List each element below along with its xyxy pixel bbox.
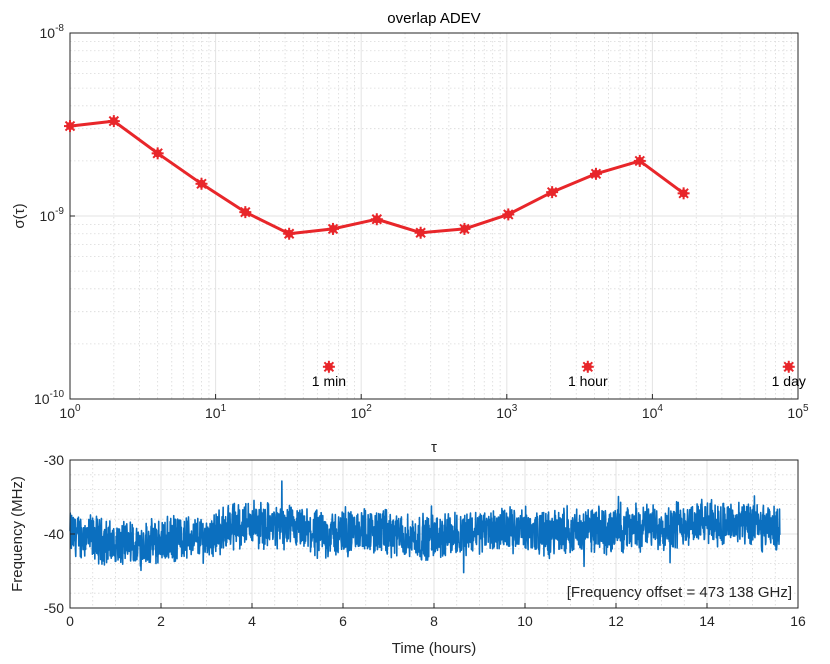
adev-data-point: [283, 227, 296, 240]
adev-y-tick-label: 10-8: [40, 23, 65, 41]
frequency-series: [69, 480, 781, 574]
adev-data-point: [502, 208, 515, 221]
frequency-y-tick-label: -50: [44, 600, 64, 616]
adev-annotation-marker: [782, 360, 795, 373]
frequency-offset-annotation: [Frequency offset = 473 138 GHz]: [567, 584, 792, 601]
adev-chart: 100 101 102 103 104 105 10-10 10-9 10-8 1 min 1 h…: [11, 10, 809, 456]
adev-series: [64, 115, 690, 240]
adev-x-tick-label: 101: [205, 403, 227, 421]
adev-data-point: [414, 226, 427, 239]
frequency-x-tick-label: 8: [430, 613, 438, 629]
adev-data-point: [546, 186, 559, 199]
adev-annotation-label: 1 day: [772, 373, 806, 389]
frequency-x-tick-label: 12: [608, 613, 624, 629]
adev-annotation-label: 1 hour: [568, 373, 608, 389]
frequency-y-tick-label: -30: [44, 452, 64, 468]
adev-y-tick-label: 10-9: [40, 206, 65, 224]
adev-annotation-label: 1 min: [312, 373, 346, 389]
adev-y-tick-label: 10-10: [34, 389, 64, 407]
adev-x-axis-label: τ: [431, 439, 437, 456]
adev-x-tick-label: 102: [351, 403, 373, 421]
adev-data-point: [151, 147, 164, 160]
adev-annotation-marker: [581, 360, 594, 373]
adev-annotation-marker: [322, 360, 335, 373]
adev-y-axis-label: σ(τ): [11, 203, 28, 228]
frequency-x-tick-label: 2: [157, 613, 165, 629]
adev-x-tick-label: 105: [787, 403, 809, 421]
adev-x-tick-label: 100: [59, 403, 81, 421]
adev-title: overlap ADEV: [387, 10, 480, 27]
frequency-x-tick-label: 16: [790, 613, 806, 629]
frequency-series-line: [69, 480, 781, 574]
frequency-x-tick-label: 0: [66, 613, 74, 629]
frequency-chart: 0 2 4 6 8 10 12 14 16 -30 -40 -50 [Frequency offset…: [9, 452, 806, 657]
adev-data-point: [458, 222, 471, 235]
adev-data-point: [326, 222, 339, 235]
adev-x-tick-label: 103: [496, 403, 518, 421]
frequency-ticks: 0 2 4 6 8 10 12 14 16 -30 -40 -50: [44, 452, 806, 629]
frequency-y-axis-label: Frequency (MHz): [9, 476, 26, 592]
adev-data-point: [107, 115, 120, 128]
frequency-x-tick-label: 4: [248, 613, 256, 629]
adev-data-point: [677, 187, 690, 200]
adev-data-point: [589, 167, 602, 180]
frequency-x-tick-label: 6: [339, 613, 347, 629]
frequency-x-tick-label: 14: [699, 613, 715, 629]
frequency-y-tick-label: -40: [44, 526, 64, 542]
adev-x-tick-label: 104: [642, 403, 664, 421]
adev-data-point: [633, 154, 646, 167]
adev-data-point: [195, 177, 208, 190]
adev-ticks: 100 101 102 103 104 105 10-10 10-9 10-8: [34, 23, 809, 421]
adev-annotations: 1 min 1 hour 1 day: [312, 360, 806, 389]
adev-data-point: [64, 120, 76, 133]
frequency-x-axis-label: Time (hours): [392, 640, 476, 657]
frequency-x-tick-label: 10: [517, 613, 533, 629]
adev-data-point: [370, 213, 383, 226]
adev-data-point: [239, 206, 252, 219]
